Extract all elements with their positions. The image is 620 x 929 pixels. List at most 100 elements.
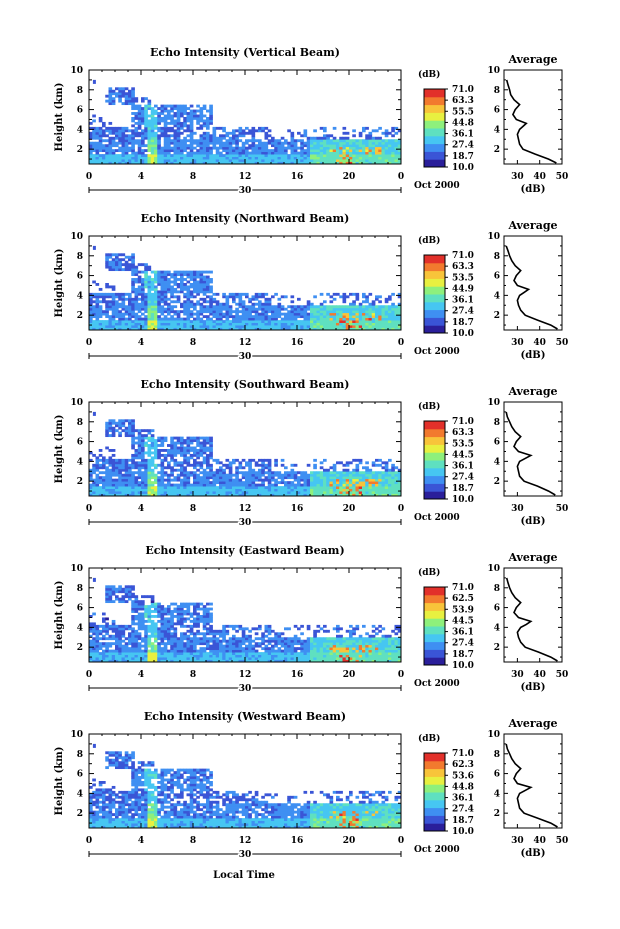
- heatmap-cell: [345, 486, 350, 489]
- heatmap-cell: [189, 439, 194, 442]
- heatmap-cell: [193, 114, 197, 118]
- heatmap-cell: [290, 305, 295, 309]
- heatmap-cell: [202, 439, 207, 442]
- heatmap-cell: [141, 439, 145, 442]
- heatmap-cell: [150, 307, 155, 311]
- colorbar-segment: [424, 469, 445, 473]
- heatmap-cell: [225, 327, 230, 331]
- heatmap-cell: [323, 141, 327, 145]
- heatmap-cell: [329, 300, 334, 304]
- heatmap-cell: [157, 436, 161, 440]
- heatmap-cell: [225, 476, 230, 480]
- heatmap-cell: [381, 156, 386, 160]
- heatmap-cell: [111, 629, 116, 633]
- heatmap-cell: [365, 300, 369, 304]
- heatmap-cell: [209, 449, 213, 452]
- panel-title: Echo Intensity (Southward Beam): [141, 378, 350, 391]
- heatmap-cell: [176, 476, 181, 480]
- heatmap-cell: [199, 449, 204, 452]
- heatmap-cell: [118, 468, 122, 472]
- heatmap-cell: [131, 439, 135, 442]
- heatmap-cell: [271, 491, 275, 494]
- heatmap-cell: [323, 493, 327, 497]
- heatmap-cell: [313, 327, 317, 331]
- heatmap-cell: [196, 149, 200, 153]
- heatmap-cell: [89, 483, 93, 487]
- heatmap-cell: [131, 87, 135, 91]
- heatmap-cell: [105, 585, 109, 589]
- average-y-tick-label: 8: [494, 252, 500, 262]
- heatmap-cell: [108, 263, 113, 267]
- heatmap-cell: [163, 144, 168, 148]
- heatmap-cell: [141, 327, 145, 331]
- heatmap-cell: [131, 107, 135, 110]
- heatmap-cell: [228, 292, 233, 296]
- heatmap-cell: [196, 283, 200, 286]
- heatmap-cell: [141, 444, 145, 447]
- heatmap-cell: [228, 471, 233, 475]
- heatmap-cell: [228, 154, 233, 157]
- heatmap-cell: [245, 325, 249, 328]
- heatmap-cell: [238, 305, 243, 309]
- heatmap-cell: [306, 476, 311, 480]
- heatmap-cell: [124, 595, 129, 599]
- heatmap-cell: [277, 154, 282, 157]
- heatmap-cell: [293, 471, 298, 475]
- heatmap-cell: [141, 307, 145, 311]
- heatmap-cell: [212, 483, 217, 487]
- heatmap-cell: [147, 449, 152, 452]
- heatmap-cell: [147, 315, 152, 319]
- heatmap-cell: [115, 421, 119, 425]
- heatmap-cell: [131, 629, 135, 633]
- heatmap-cell: [186, 146, 191, 150]
- heatmap-cell: [261, 481, 265, 485]
- heatmap-cell: [349, 315, 353, 319]
- heatmap-cell: [160, 149, 165, 153]
- heatmap-cell: [157, 486, 161, 489]
- heatmap-cell: [215, 312, 220, 316]
- heatmap-cell: [394, 471, 399, 475]
- heatmap-cell: [326, 320, 330, 323]
- heatmap-cell: [235, 458, 239, 462]
- heatmap-cell: [137, 114, 142, 118]
- heatmap-cell: [215, 458, 220, 462]
- heatmap-cell: [199, 451, 204, 455]
- heatmap-cell: [303, 141, 308, 145]
- heatmap-cell: [352, 134, 356, 138]
- heatmap-cell: [228, 310, 233, 314]
- heatmap-cell: [212, 325, 217, 328]
- heatmap-cell: [336, 473, 340, 477]
- heatmap-cell: [206, 327, 210, 331]
- heatmap-cell: [144, 295, 148, 299]
- heatmap-cell: [137, 446, 142, 450]
- heatmap-cell: [245, 156, 249, 160]
- heatmap-cell: [319, 156, 324, 160]
- heatmap-cell: [258, 126, 262, 130]
- heatmap-cell: [89, 317, 93, 321]
- heatmap-cell: [391, 134, 395, 138]
- heatmap-cell: [339, 149, 343, 153]
- heatmap-cell: [228, 305, 233, 309]
- heatmap-cell: [118, 325, 122, 328]
- heatmap-cell: [167, 139, 171, 143]
- heatmap-cell: [118, 597, 122, 601]
- heatmap-cell: [147, 99, 152, 103]
- heatmap-cell: [128, 647, 132, 651]
- heatmap-cell: [111, 461, 116, 465]
- heatmap-cell: [219, 146, 223, 150]
- average-y-tick-label: 6: [494, 106, 500, 116]
- heatmap-cell: [141, 488, 145, 492]
- heatmap-cell: [251, 322, 256, 326]
- heatmap-cell: [144, 491, 148, 494]
- colorbar-tick-label: 18.7: [452, 484, 474, 494]
- heatmap-cell: [105, 424, 109, 428]
- heatmap-cell: [137, 471, 142, 475]
- heatmap-cell: [170, 141, 174, 145]
- heatmap-cell: [196, 439, 200, 442]
- heatmap-cell: [293, 305, 298, 309]
- heatmap-cell: [284, 491, 288, 494]
- colorbar-segment: [424, 143, 445, 147]
- y-tick-label: 2: [77, 311, 83, 321]
- heatmap-cell: [115, 131, 119, 135]
- heatmap-cell: [98, 129, 103, 133]
